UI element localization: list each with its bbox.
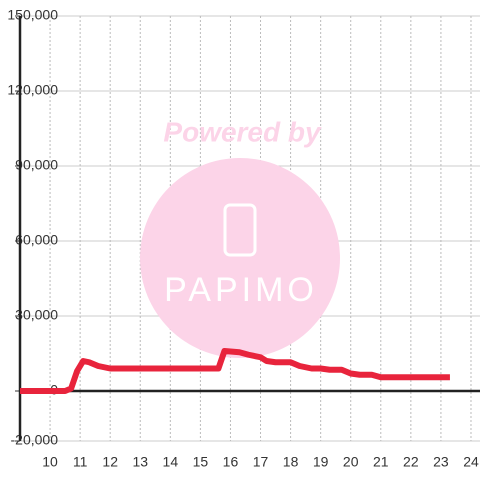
x-tick-label: 10 — [42, 454, 58, 470]
x-tick-label: 12 — [102, 454, 118, 470]
y-tick-label: -20,000 — [11, 432, 59, 448]
x-tick-label: 14 — [163, 454, 179, 470]
x-tick-label: 23 — [433, 454, 449, 470]
x-tick-label: 15 — [193, 454, 209, 470]
x-tick-label: 21 — [373, 454, 389, 470]
y-tick-label: 30,000 — [15, 307, 58, 323]
watermark-brand: PAPIMO — [164, 271, 318, 309]
x-tick-label: 19 — [313, 454, 329, 470]
y-tick-label: 120,000 — [7, 82, 58, 98]
x-tick-label: 22 — [403, 454, 419, 470]
x-tick-label: 24 — [463, 454, 479, 470]
x-tick-label: 13 — [132, 454, 148, 470]
x-tick-label: 17 — [253, 454, 269, 470]
x-tick-label: 11 — [73, 454, 88, 470]
x-tick-label: 20 — [343, 454, 359, 470]
y-tick-label: 150,000 — [7, 7, 58, 23]
data-line — [20, 348, 450, 394]
x-tick-label: 18 — [283, 454, 299, 470]
watermark-circle — [140, 158, 340, 358]
x-tick-label: 16 — [223, 454, 239, 470]
watermark-title: Powered by — [163, 116, 322, 147]
y-tick-label: 60,000 — [15, 232, 58, 248]
y-tick-label: 90,000 — [15, 157, 58, 173]
watermark-icon — [223, 203, 257, 257]
